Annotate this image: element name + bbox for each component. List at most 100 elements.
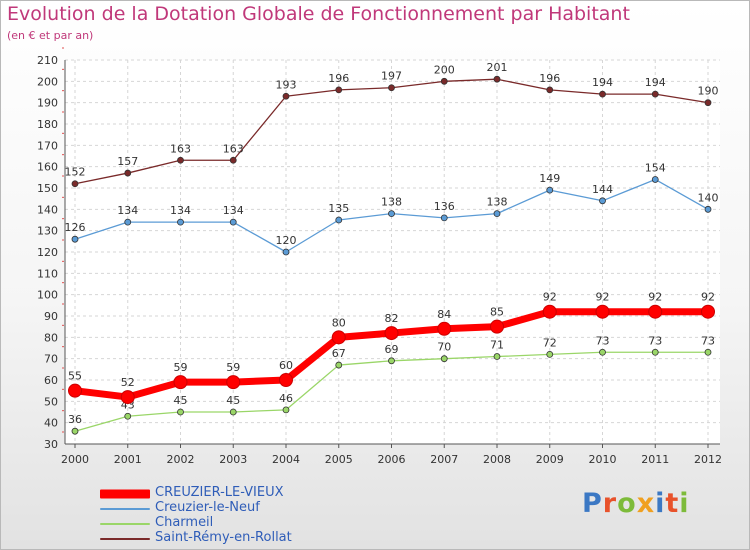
- y-tick-label: 30: [44, 438, 58, 451]
- data-label: 157: [117, 155, 138, 168]
- y-tick-label: 120: [37, 246, 58, 259]
- data-label: 193: [276, 78, 297, 91]
- y-tick-label: 50: [44, 395, 58, 408]
- data-label: 84: [437, 308, 451, 321]
- x-tick-label: 2001: [114, 453, 142, 466]
- y-tick-label: 160: [37, 161, 58, 174]
- data-point: [71, 235, 79, 243]
- data-point: [388, 84, 395, 92]
- data-point: [437, 321, 452, 336]
- legend-swatch: [100, 537, 150, 540]
- data-point: [546, 350, 554, 358]
- y-tick-label: 170: [37, 139, 58, 152]
- legend-swatch: [100, 489, 150, 498]
- data-label: 163: [223, 142, 244, 155]
- x-tick-label: 2007: [430, 453, 458, 466]
- data-point: [599, 90, 606, 98]
- data-point: [331, 330, 346, 345]
- y-tick-label: 180: [37, 118, 58, 131]
- data-label: 140: [698, 191, 719, 204]
- y-tick-label: 60: [44, 374, 58, 387]
- data-point: [546, 86, 554, 94]
- data-point: [229, 218, 237, 226]
- chart-title: Evolution de la Dotation Globale de Fonc…: [7, 3, 630, 25]
- data-label: 92: [648, 291, 662, 304]
- logo-letter: r: [602, 488, 618, 519]
- data-point: [384, 326, 399, 341]
- data-point: [595, 304, 610, 319]
- data-label: 194: [592, 76, 613, 89]
- data-label: 72: [543, 336, 557, 349]
- data-point: [546, 186, 554, 194]
- x-tick-label: 2008: [483, 453, 511, 466]
- data-label: 69: [385, 343, 399, 356]
- data-point: [282, 248, 290, 256]
- data-point: [124, 169, 132, 177]
- data-point: [124, 412, 132, 420]
- data-point: [335, 86, 343, 94]
- logo-letter: o: [617, 488, 637, 519]
- logo-letter: x: [636, 488, 656, 519]
- data-point: [440, 214, 448, 222]
- data-point: [490, 319, 504, 334]
- data-label: 92: [596, 291, 610, 304]
- data-label: 59: [174, 361, 188, 374]
- data-point: [651, 348, 659, 356]
- data-label: 136: [434, 200, 455, 213]
- data-label: 149: [539, 172, 560, 185]
- data-point: [493, 353, 501, 360]
- y-tick-label: 150: [37, 182, 58, 195]
- data-label: 92: [701, 291, 715, 304]
- data-label: 52: [121, 376, 135, 389]
- legend-swatch: [100, 522, 150, 525]
- data-point: [440, 77, 448, 85]
- logo-letter: t: [665, 488, 680, 519]
- data-label: 135: [328, 202, 349, 215]
- data-point: [701, 304, 715, 319]
- data-point: [282, 406, 290, 414]
- data-point: [335, 216, 343, 224]
- data-label: 73: [648, 334, 662, 347]
- legend-item: Saint-Rémy-en-Rollat: [100, 530, 360, 546]
- x-tick-label: 2010: [589, 453, 617, 466]
- legend-label: CREUZIER-LE-VIEUX: [155, 485, 284, 500]
- data-label: 59: [226, 361, 240, 374]
- data-label: 138: [381, 196, 402, 209]
- y-tick-label: 200: [37, 75, 58, 88]
- data-point: [71, 180, 79, 188]
- data-point: [599, 348, 606, 356]
- data-point: [229, 156, 237, 164]
- data-point: [651, 90, 659, 98]
- y-tick-label: 210: [37, 54, 58, 67]
- data-point: [120, 390, 135, 405]
- data-point: [335, 361, 343, 369]
- data-point: [124, 218, 132, 226]
- data-label: 154: [645, 161, 666, 174]
- data-label: 197: [381, 70, 402, 83]
- logo-letter: P: [582, 488, 603, 519]
- data-point: [71, 427, 79, 435]
- legend-swatch: [100, 507, 150, 510]
- data-point: [177, 156, 184, 164]
- data-label: 200: [434, 63, 455, 76]
- y-tick-label: 100: [37, 289, 58, 302]
- data-label: 152: [65, 166, 86, 179]
- x-tick-label: 2011: [641, 453, 669, 466]
- data-point: [226, 375, 241, 390]
- data-label: 134: [170, 204, 191, 217]
- data-label: 36: [68, 413, 82, 426]
- data-point: [648, 304, 663, 319]
- data-point: [651, 176, 659, 183]
- data-label: 80: [332, 316, 346, 329]
- data-label: 55: [68, 370, 82, 383]
- chart-subtitle: (en € et par an): [7, 29, 94, 42]
- data-label: 45: [174, 394, 188, 407]
- data-label: 201: [487, 61, 508, 74]
- data-label: 60: [279, 359, 293, 372]
- data-point: [173, 375, 188, 390]
- data-point: [493, 75, 501, 83]
- legend-label: Creuzier-le-Neuf: [155, 500, 260, 515]
- data-label: 73: [701, 334, 715, 347]
- data-point: [68, 383, 82, 398]
